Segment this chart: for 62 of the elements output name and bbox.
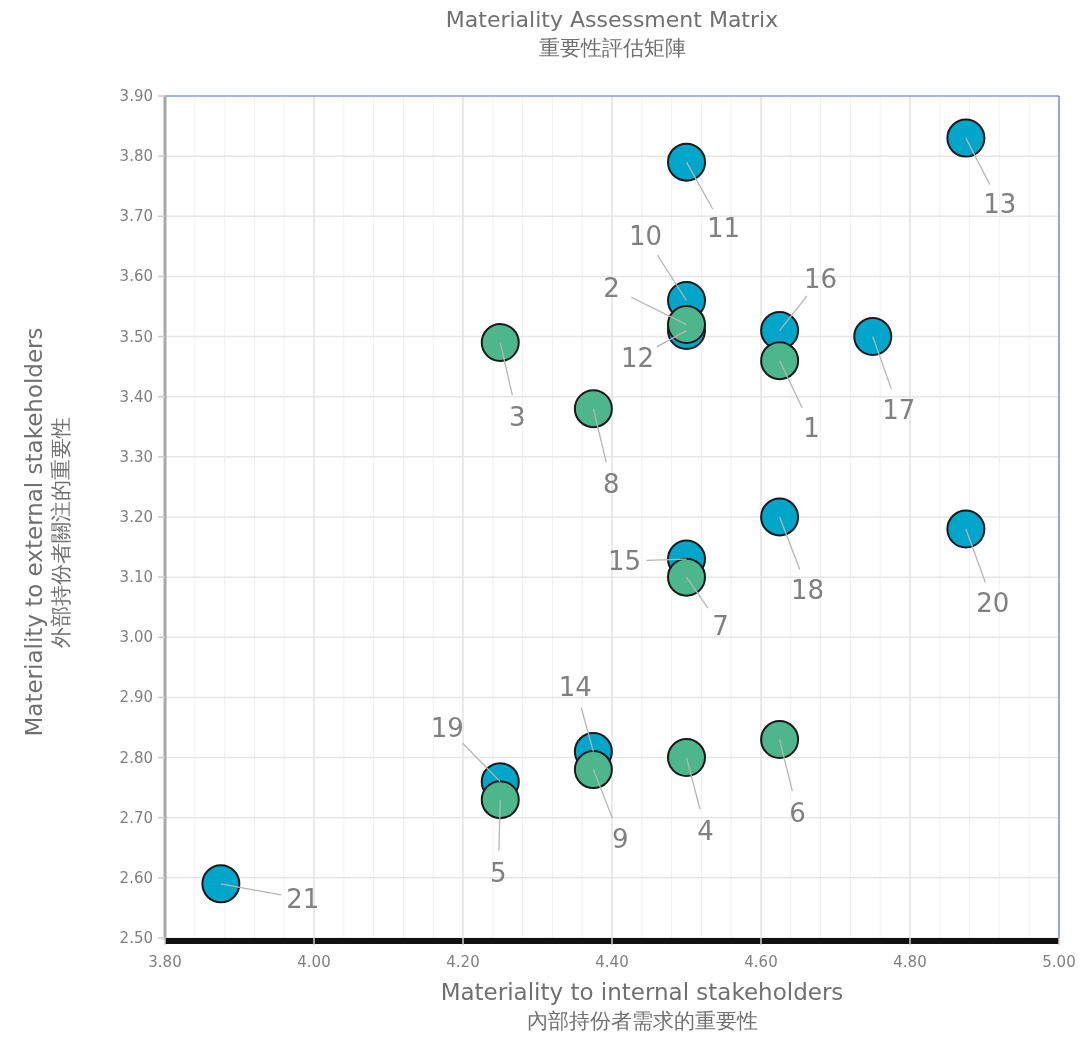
annotation: 1 — [803, 412, 820, 443]
y-tick-label: 2.80 — [119, 748, 153, 767]
annotation: 4 — [697, 815, 714, 846]
y-tick-label: 3.40 — [119, 387, 153, 406]
chart-title: Materiality Assessment Matrix — [445, 7, 779, 32]
annotation: 2 — [603, 272, 620, 303]
annotation: 10 — [628, 221, 663, 252]
annotation: 21 — [286, 883, 320, 914]
y-tick-label: 3.70 — [119, 207, 153, 226]
point — [946, 118, 986, 158]
x-tick-label: 3.80 — [148, 953, 182, 971]
annotation: 7 — [712, 611, 729, 642]
point — [760, 341, 800, 381]
x-tick-label: 4.80 — [893, 953, 927, 971]
annotation: 12 — [620, 342, 655, 373]
annotation: 6 — [789, 797, 806, 828]
point — [573, 750, 613, 790]
y-tick-label: 3.50 — [119, 327, 153, 346]
point — [201, 864, 241, 904]
y-tick-label: 2.50 — [119, 929, 153, 947]
annotation: 14 — [558, 671, 592, 702]
annotation: 5 — [489, 857, 507, 888]
point — [480, 780, 520, 820]
point — [760, 497, 800, 537]
annotation: 3 — [508, 401, 526, 432]
y-tick-label: 3.80 — [119, 147, 153, 166]
annotation: 19 — [430, 712, 464, 743]
y-tick-label: 3.90 — [119, 87, 153, 105]
annotation: 11 — [706, 213, 741, 244]
x-tick-label: 5.00 — [1042, 953, 1076, 971]
annotation: 13 — [983, 189, 1017, 220]
y-tick-label: 2.60 — [119, 868, 153, 887]
y-tick-label: 3.00 — [119, 628, 153, 647]
y-tick-label: 3.10 — [119, 568, 153, 587]
x-tick-label: 4.20 — [446, 953, 480, 971]
point — [573, 389, 613, 429]
annotation: 16 — [804, 263, 838, 294]
y-tick-label: 3.20 — [119, 508, 153, 526]
annotation: 17 — [882, 394, 916, 425]
y-axis-title: Materiality to external stakeholders 外部持份者關注的重要性 — [21, 327, 73, 737]
annotation: 8 — [603, 468, 620, 499]
chart-subtitle: 重要性評估矩陣 — [538, 36, 686, 60]
annotation: 20 — [976, 588, 1010, 619]
annotation: 15 — [607, 546, 642, 577]
point — [946, 509, 986, 549]
y-tick-label: 3.60 — [119, 267, 153, 286]
annotation: 9 — [612, 823, 629, 854]
point — [667, 142, 706, 182]
x-axis-title: Materiality to internal stakeholders 內部持份者需求的重要性 — [440, 979, 844, 1033]
x-tick-label: 4.00 — [297, 953, 331, 971]
y-tick-label: 3.30 — [119, 447, 153, 466]
point — [853, 317, 893, 357]
point — [667, 305, 706, 345]
x-tick-label: 4.60 — [744, 953, 778, 971]
point — [667, 557, 706, 597]
point — [760, 720, 800, 760]
point — [480, 323, 520, 363]
x-tick-label: 4.40 — [595, 953, 629, 971]
y-tick-label: 2.70 — [119, 808, 153, 827]
annotation: 18 — [791, 575, 825, 605]
point — [667, 738, 706, 778]
y-tick-label: 2.90 — [119, 688, 153, 707]
